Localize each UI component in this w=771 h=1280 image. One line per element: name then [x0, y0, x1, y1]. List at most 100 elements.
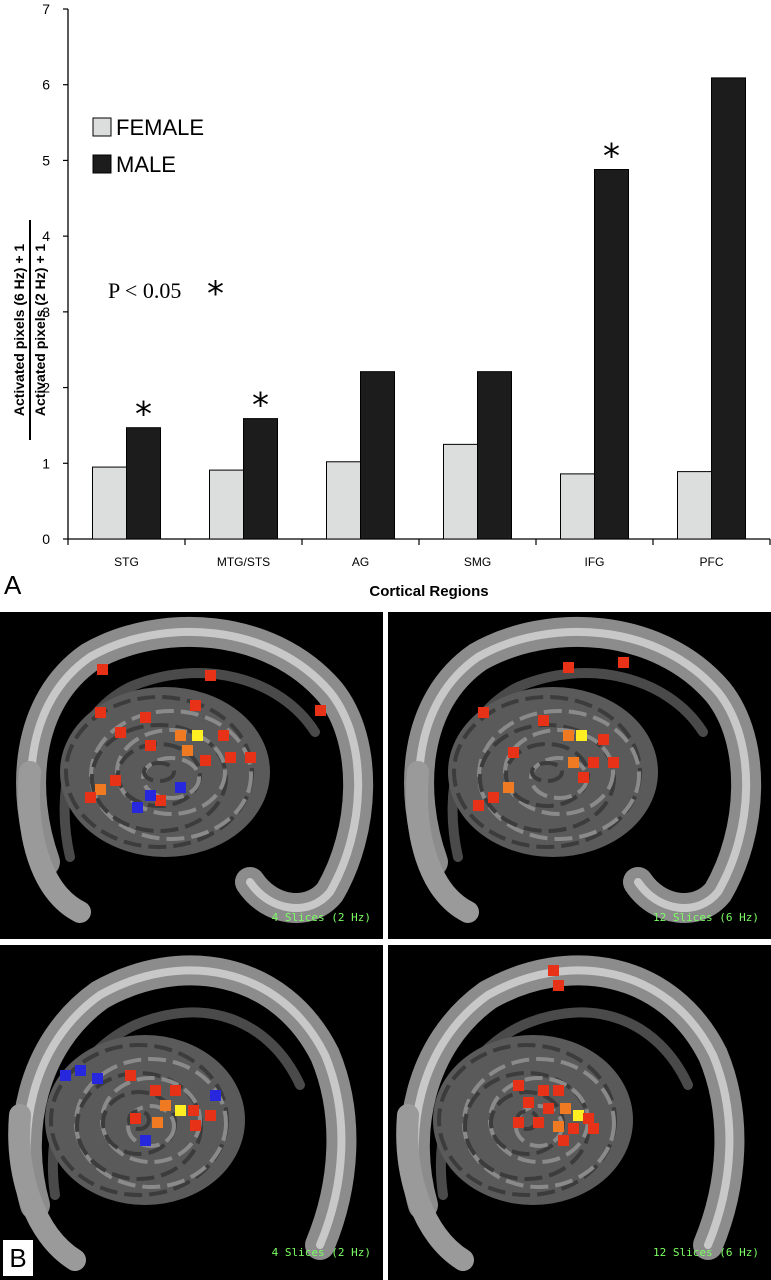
y-axis-title: Activated pixels (6 Hz) + 1 Activated pix…: [11, 220, 48, 440]
x-tick-label: IFG: [585, 555, 605, 569]
activation-voxel: [553, 1085, 564, 1096]
skull-highlight: [410, 966, 734, 1249]
activation-voxel: [218, 730, 229, 741]
bar-male-pfc: [711, 77, 746, 540]
activation-voxel: [538, 1085, 549, 1096]
y-tick-label: 0: [42, 531, 50, 547]
activation-voxel: [608, 757, 619, 768]
y-tick-label: 6: [42, 77, 50, 93]
mri-panel-male-2hz: 4 Slices (2 Hz): [0, 945, 383, 1280]
activation-voxel: [568, 1123, 579, 1134]
bar-chart: 0 1 2 3 4 5 6 7 STG * MTG/STS * AG SMG IFG * PFC Cortical…: [11, 1, 771, 600]
y-axis-title-numerator: Activated pixels (6 Hz) + 1: [11, 244, 27, 417]
activation-voxel: [583, 1113, 594, 1124]
activation-voxel: [573, 1110, 584, 1121]
panel-a-label: A: [4, 570, 22, 600]
activation-voxel: [588, 1123, 599, 1134]
mri-caption: 4 Slices (2 Hz): [271, 1246, 371, 1259]
activation-voxel: [588, 757, 599, 768]
y-tick-label: 7: [42, 1, 50, 17]
activation-voxel: [97, 664, 108, 675]
brain-gyrus: [462, 1057, 616, 1189]
bar-male-ag: [360, 371, 395, 540]
legend-swatch-female: [92, 117, 112, 137]
activation-voxel: [513, 1117, 524, 1128]
bar-female-mtg-sts: [209, 469, 244, 540]
deactivation-voxel: [140, 1135, 151, 1146]
activation-voxel: [488, 792, 499, 803]
activation-voxel: [553, 1121, 564, 1132]
brain-gyrus: [142, 761, 176, 783]
activation-voxel: [115, 727, 126, 738]
activation-voxel: [175, 1105, 186, 1116]
y-tick-label: 5: [42, 152, 50, 168]
bar-female-ag: [326, 461, 361, 540]
activation-voxel: [150, 1085, 161, 1096]
activation-voxel: [190, 1120, 201, 1131]
activation-voxel: [523, 1097, 534, 1108]
deactivation-voxel: [132, 802, 143, 813]
x-axis-title: Cortical Regions: [369, 583, 488, 600]
face-outline: [406, 761, 479, 923]
activation-voxel: [190, 700, 201, 711]
activation-voxel: [200, 755, 211, 766]
activation-voxel: [315, 705, 326, 716]
mri-panel-female-2hz: 4 Slices (2 Hz): [0, 612, 383, 939]
brain-gyrus: [127, 1109, 151, 1131]
mri-illustration: [404, 616, 762, 923]
activation-voxel: [578, 772, 589, 783]
activation-voxel: [560, 1103, 571, 1114]
mri-illustration: [396, 955, 745, 1271]
activation-voxel: [533, 1117, 544, 1128]
deactivation-voxel: [145, 790, 156, 801]
mri-panel-male-6hz: 12 Slices (6 Hz): [388, 945, 771, 1280]
activation-voxel: [182, 745, 193, 756]
mri-caption: 12 Slices (6 Hz): [653, 911, 759, 924]
x-tick-label: AG: [352, 555, 369, 569]
activation-voxel: [576, 730, 587, 741]
panel-b-label: B: [3, 1240, 33, 1276]
activation-voxel: [160, 1100, 171, 1111]
activation-voxel: [548, 965, 559, 976]
activation-voxel: [205, 1110, 216, 1121]
activation-voxel: [553, 980, 564, 991]
activation-voxel: [618, 657, 629, 668]
mri-caption: 12 Slices (6 Hz): [653, 1246, 759, 1259]
y-tick-label: 2: [42, 380, 50, 396]
deactivation-voxel: [175, 782, 186, 793]
skull-highlight: [22, 966, 346, 1249]
bar-female-pfc: [677, 471, 712, 540]
significance-star: *: [252, 386, 269, 426]
activation-voxel: [155, 795, 166, 806]
significance-star: *: [135, 395, 152, 435]
activation-voxel: [152, 1117, 163, 1128]
p-value-annotation: P < 0.05: [108, 278, 181, 303]
bar-male-ifg: [594, 169, 629, 540]
bar-male-smg: [477, 371, 512, 540]
activation-voxel: [110, 775, 121, 786]
activation-voxel: [563, 730, 574, 741]
activation-voxel: [508, 747, 519, 758]
bar-female-ifg: [560, 473, 595, 540]
bar-male-mtg-sts: [243, 418, 278, 540]
activation-voxel: [130, 1113, 141, 1124]
deactivation-voxel: [60, 1070, 71, 1081]
y-axis-title-denominator: Activated pixels (2 Hz) + 1: [32, 244, 48, 417]
face-outline: [18, 761, 91, 923]
significance-star: *: [603, 137, 620, 177]
brain-gyrus: [74, 1057, 228, 1189]
activation-voxel: [95, 784, 106, 795]
bar-male-stg: [126, 427, 161, 540]
activation-voxel: [563, 662, 574, 673]
legend-swatch-male: [92, 154, 112, 174]
deactivation-voxel: [75, 1065, 86, 1076]
activation-voxel: [225, 752, 236, 763]
activation-voxel: [558, 1135, 569, 1146]
activation-voxel: [478, 707, 489, 718]
x-tick-label: SMG: [464, 555, 491, 569]
activation-voxel: [543, 1103, 554, 1114]
mri-panel-female-6hz: 12 Slices (6 Hz): [388, 612, 771, 939]
legend-label-male: MALE: [116, 152, 176, 177]
activation-voxel: [175, 730, 186, 741]
x-tick-label: MTG/STS: [217, 555, 270, 569]
